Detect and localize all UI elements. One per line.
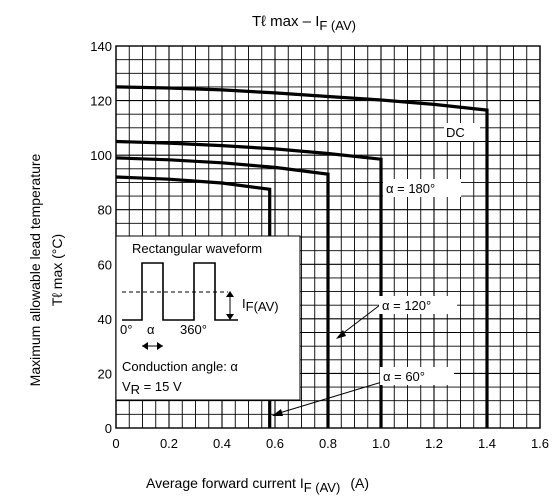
y-tick-label: 80 [98, 203, 112, 218]
annotation-alpha-120-label: α = 120° [382, 298, 431, 313]
x-tick-label: 0.8 [319, 436, 337, 451]
inset-ifav-arrowhead-up [226, 291, 234, 297]
y-tick-label: 100 [90, 148, 112, 163]
series-line-120 [115, 156, 330, 428]
y-axis-label-line1: Maximum allowable lead temperature [27, 153, 43, 386]
inset-ifav-label: IF(AV) [242, 296, 279, 314]
annotation-alpha-120: α = 120° [336, 296, 457, 339]
annotation-alpha-120-bg [379, 296, 457, 314]
chart-title: Tℓ max – IF (AV) [252, 13, 356, 33]
y-tick-label: 140 [90, 39, 112, 54]
x-tick-label: 1.4 [478, 436, 496, 451]
annotation-alpha-120-leader [337, 304, 381, 338]
tick-labels: 0 0.2 0.4 0.6 0.8 1.0 1.2 1.4 1.6 0 20 40 60 80 100 120… [90, 39, 549, 451]
x-tick-label: 1.6 [531, 436, 549, 451]
inset-alpha-arrow-right [157, 342, 163, 350]
inset-alpha-arrow-left [142, 342, 148, 350]
x-tick-label: 0 [112, 436, 119, 451]
annotation-alpha-180-bg [383, 179, 461, 197]
annotation-alpha-60-label: α = 60° [383, 369, 425, 384]
x-tick-label: 1.2 [425, 436, 443, 451]
y-tick-label: 120 [90, 94, 112, 109]
y-axis-label-line2: Tℓ max (°C) [49, 234, 65, 306]
inset-vr-label: VR = 15 V [122, 379, 182, 397]
annotation-dc-label: DC [446, 125, 465, 140]
series-layer [115, 85, 489, 428]
inset-conduction-label: Conduction angle: α [122, 359, 238, 374]
inset-ifav-arrowhead-down [226, 314, 234, 320]
annotation-dc: DC [444, 123, 480, 141]
x-tick-label: 1.0 [372, 436, 390, 451]
x-axis-label: Average forward current IF (AV) (A) [146, 475, 369, 495]
annotation-alpha-60-bg [380, 367, 454, 385]
y-tick-label: 40 [98, 312, 112, 327]
annotation-alpha-60-arrow [272, 409, 283, 416]
y-tick-label: 60 [98, 257, 112, 272]
inset-box [115, 235, 301, 401]
annotation-alpha-120-arrow [336, 330, 346, 339]
inset-title: Rectangular waveform [132, 241, 262, 256]
annotation-alpha-180-label: α = 180° [386, 181, 435, 196]
x-tick-label: 0.4 [213, 436, 231, 451]
annotation-alpha-60-leader [275, 381, 383, 415]
inset-waveform: Rectangular waveform IF(AV) 0° α 360° Co… [115, 235, 301, 401]
series-line-dc [115, 85, 489, 428]
x-tick-label: 0.2 [160, 436, 178, 451]
inset-label-360: 360° [180, 322, 207, 337]
series-line-180 [115, 139, 383, 428]
annotation-alpha-180: α = 180° [383, 179, 461, 197]
inset-label-0: 0° [120, 322, 132, 337]
annotation-alpha-60: α = 60° [272, 367, 454, 416]
annotation-dc-bg [444, 123, 480, 141]
y-axis-label: Maximum allowable lead temperature Tℓ ma… [27, 153, 65, 386]
y-tick-label: 20 [98, 366, 112, 381]
x-tick-label: 0.6 [266, 436, 284, 451]
inset-label-alpha: α [147, 322, 155, 337]
y-tick-label: 0 [105, 421, 112, 436]
inset-waveform-trace [122, 262, 238, 321]
